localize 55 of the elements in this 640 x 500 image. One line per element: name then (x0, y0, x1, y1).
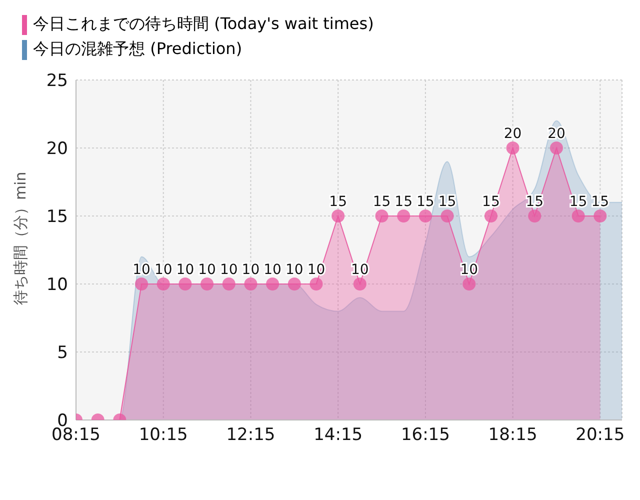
legend-label: 今日これまでの待ち時間 (Today's wait times) (33, 14, 374, 35)
point (572, 210, 585, 222)
point (200, 278, 214, 290)
point (266, 278, 280, 290)
point (484, 210, 498, 222)
y-axis-title: 待ち時間（分）min (11, 172, 30, 305)
point (332, 210, 345, 222)
data-label: 15 (329, 194, 347, 210)
data-label: 10 (285, 262, 304, 278)
point (550, 142, 563, 154)
data-label: 10 (460, 262, 478, 278)
data-label: 10 (154, 262, 172, 278)
data-label: 10 (220, 262, 238, 278)
point (353, 278, 366, 290)
y-tick-label: 25 (46, 71, 68, 92)
point (506, 142, 520, 154)
data-label: 10 (176, 262, 194, 278)
x-tick-label: 14:15 (314, 425, 363, 446)
point (288, 278, 301, 290)
data-label: 20 (504, 126, 522, 142)
point (222, 278, 236, 290)
point (528, 210, 542, 222)
data-label: 15 (591, 194, 610, 210)
point (440, 210, 454, 222)
x-tick-label: 18:15 (488, 425, 538, 446)
x-tick-label: 12:15 (226, 425, 276, 446)
point (178, 278, 192, 290)
y-tick-label: 10 (46, 275, 68, 296)
y-tick-label: 20 (46, 139, 68, 160)
data-label: 15 (372, 194, 391, 210)
x-tick-label: 16:15 (400, 425, 450, 446)
point (244, 278, 258, 290)
data-label: 10 (264, 262, 282, 278)
point (135, 278, 148, 290)
y-tick-label: 5 (57, 343, 68, 364)
data-label: 10 (132, 262, 150, 278)
data-label: 10 (198, 262, 216, 278)
data-label: 15 (438, 194, 456, 210)
point (310, 278, 323, 290)
data-label: 15 (526, 194, 544, 210)
x-tick-label: 20:15 (576, 425, 625, 446)
data-label: 15 (416, 194, 434, 210)
x-tick-label: 10:15 (138, 425, 188, 446)
legend-label: 今日の混雑予想 (Prediction) (33, 39, 242, 60)
point (594, 210, 607, 222)
point (418, 210, 432, 222)
data-label: 10 (242, 262, 260, 278)
point (375, 210, 388, 222)
point (397, 210, 410, 222)
point (156, 278, 170, 290)
y-tick-label: 15 (46, 207, 68, 228)
data-label: 10 (351, 262, 369, 278)
data-label: 20 (548, 126, 566, 142)
data-label: 15 (394, 194, 413, 210)
point (462, 278, 476, 290)
